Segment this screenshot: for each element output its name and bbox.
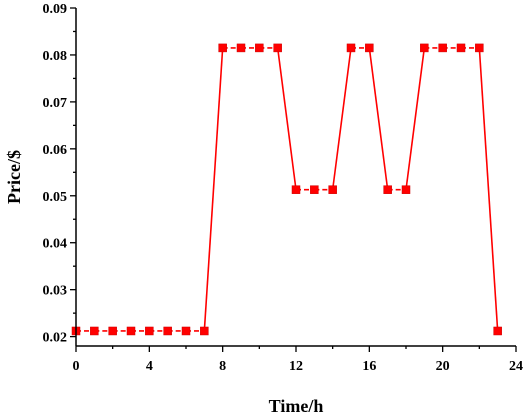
series-segment bbox=[405, 47, 426, 190]
data-point bbox=[90, 326, 99, 336]
data-point bbox=[310, 185, 319, 194]
x-tick-label: 24 bbox=[509, 359, 523, 374]
x-tick-label: 0 bbox=[73, 359, 80, 374]
x-axis-title: Time/h bbox=[269, 396, 324, 416]
x-ticks: 0 4 8 12 16 20 24 bbox=[73, 346, 523, 374]
y-tick-label: 0.05 bbox=[43, 190, 68, 205]
y-tick-label: 0.04 bbox=[43, 237, 68, 252]
x-tick-label: 12 bbox=[289, 359, 303, 374]
data-point bbox=[126, 326, 136, 336]
y-tick-label: 0.08 bbox=[43, 49, 68, 64]
data-point bbox=[420, 43, 429, 53]
data-point bbox=[475, 43, 484, 53]
y-tick-label: 0.02 bbox=[43, 331, 68, 346]
x-tick-label: 8 bbox=[219, 359, 226, 374]
y-tick-label: 0.09 bbox=[43, 2, 68, 17]
y-tick-label: 0.03 bbox=[43, 284, 68, 299]
y-tick-label: 0.07 bbox=[43, 96, 68, 111]
data-point bbox=[328, 185, 337, 194]
data-point bbox=[273, 43, 282, 53]
series-segment bbox=[203, 47, 224, 332]
data-point bbox=[200, 326, 209, 336]
data-point bbox=[365, 43, 374, 53]
data-point bbox=[181, 326, 191, 336]
data-point bbox=[163, 326, 172, 336]
axes bbox=[75, 8, 516, 347]
y-tick-label: 0.06 bbox=[43, 143, 68, 158]
data-point bbox=[438, 43, 447, 53]
series-segment bbox=[331, 47, 352, 190]
data-point bbox=[218, 43, 227, 53]
x-tick-label: 20 bbox=[436, 359, 450, 374]
x-tick-label: 4 bbox=[146, 359, 153, 374]
data-point bbox=[145, 326, 154, 336]
data-point bbox=[255, 43, 264, 53]
data-point bbox=[456, 43, 466, 53]
y-ticks: 0.02 0.03 0.04 0.05 0.06 0.07 0.08 0.09 bbox=[43, 2, 76, 346]
data-point bbox=[236, 43, 246, 53]
data-point bbox=[291, 185, 301, 194]
series-segment bbox=[478, 47, 499, 332]
y-axis-title: Price/$ bbox=[4, 150, 24, 204]
series-lines bbox=[76, 47, 499, 332]
data-point bbox=[346, 43, 356, 53]
data-point bbox=[383, 185, 392, 194]
series-markers bbox=[71, 43, 502, 336]
data-point bbox=[493, 326, 502, 336]
x-tick-label: 16 bbox=[362, 359, 376, 374]
data-point bbox=[108, 326, 117, 336]
series-segment bbox=[276, 47, 297, 190]
data-point bbox=[401, 185, 411, 194]
series-segment bbox=[368, 47, 389, 190]
